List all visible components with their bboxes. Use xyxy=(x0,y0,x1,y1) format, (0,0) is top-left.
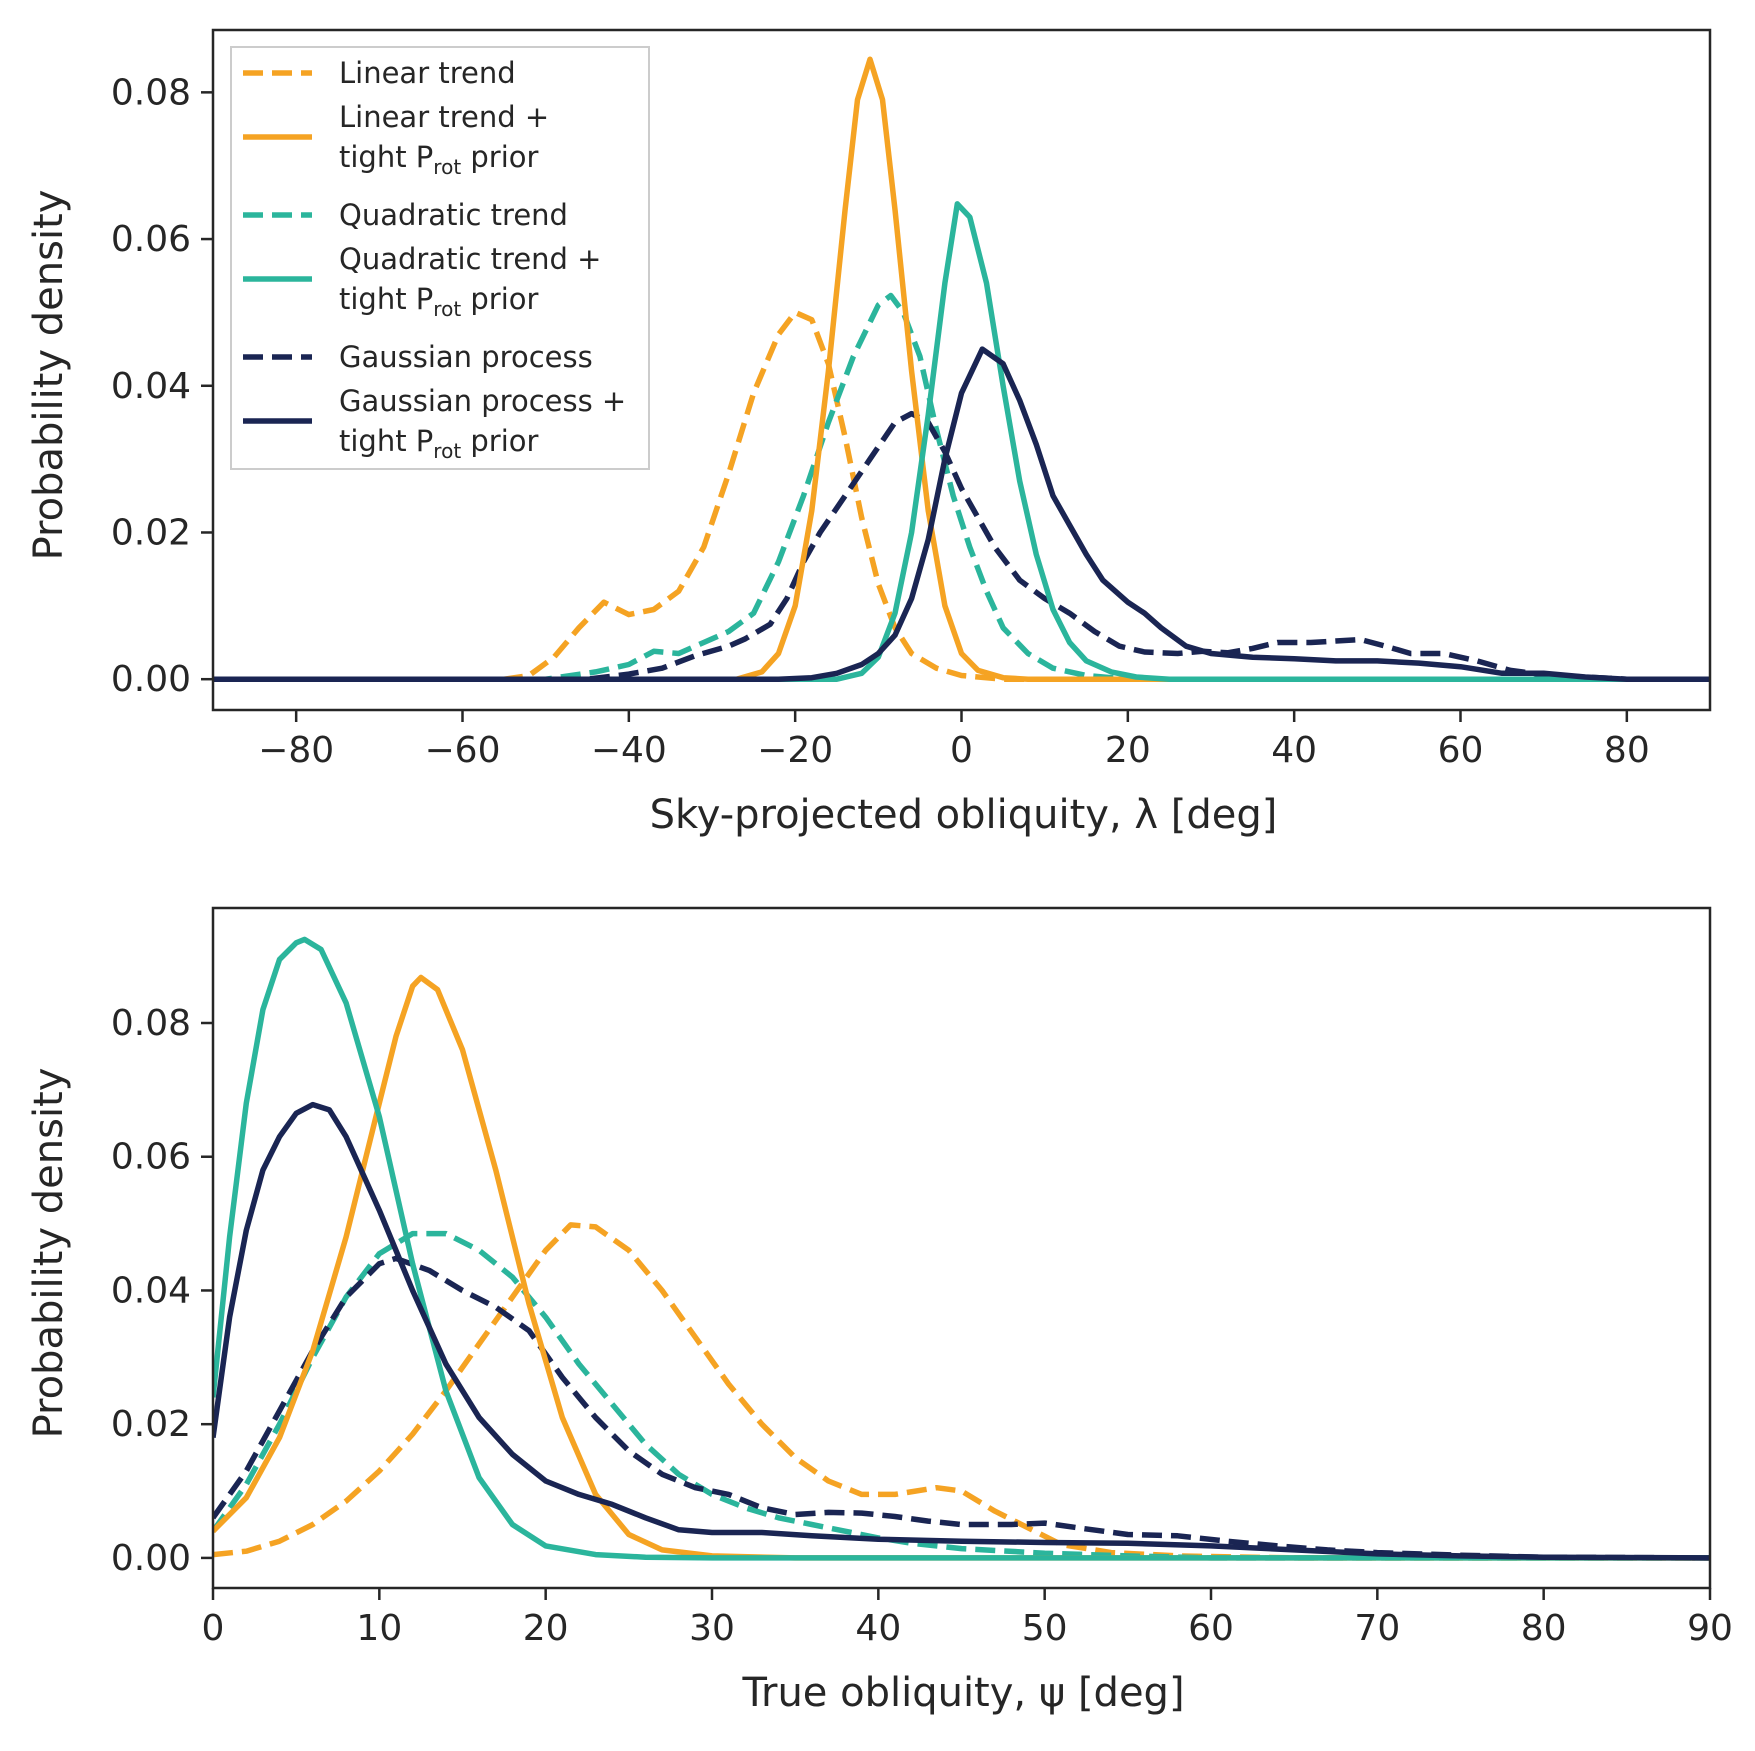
x-tick-label: 90 xyxy=(1687,1608,1733,1649)
series-group xyxy=(213,936,1710,1561)
y-tick-label: 0.00 xyxy=(111,659,191,700)
x-tick-label: 40 xyxy=(1271,730,1317,771)
chart-panel-2: 0 10 20 30 40 50 60 70 80 90 0.00 0.02 0.04 0.06 0.08 T… xyxy=(26,906,1733,1716)
x-tick-label: 60 xyxy=(1438,730,1484,771)
series-line-6-solid xyxy=(213,346,1710,682)
x-tick-label: 30 xyxy=(689,1608,735,1649)
legend-entry-1: Linear trend xyxy=(243,56,516,90)
y-tick-label: 0.08 xyxy=(111,72,191,113)
x-tick-label: −20 xyxy=(757,730,833,771)
series-line-2-dashed xyxy=(213,1230,1710,1561)
x-tick-label: 20 xyxy=(523,1608,569,1649)
y-tick-label: 0.00 xyxy=(111,1538,191,1579)
legend-entry-6: Gaussian process + tight Prot prior xyxy=(243,384,626,463)
x-tick-label: 80 xyxy=(1604,730,1650,771)
x-tick-label: 40 xyxy=(855,1608,901,1649)
legend-label: tight Prot prior xyxy=(339,424,539,463)
y-tick-label: 0.04 xyxy=(111,1270,191,1311)
series-line-4-solid xyxy=(213,56,1710,682)
series-line-6-solid xyxy=(213,1101,1710,1561)
x-tick-label: −40 xyxy=(591,730,667,771)
series-line-3-dashed xyxy=(213,1255,1710,1561)
x-tick-label: −80 xyxy=(258,730,334,771)
chart-panel-1: −80 −60 −40 −20 0 20 40 60 80 0.00 0.02 0.04 0.06 0.0… xyxy=(26,28,1712,838)
y-tick-label: 0.04 xyxy=(111,366,191,407)
x-tick-label: 50 xyxy=(1022,1608,1068,1649)
legend-box xyxy=(230,46,650,470)
y-tick-label: 0.08 xyxy=(111,1003,191,1044)
legend: Linear trend Linear trend + tight Prot pri… xyxy=(230,46,650,470)
x-tick-label: 80 xyxy=(1521,1608,1567,1649)
x-tick-label: 60 xyxy=(1188,1608,1234,1649)
x-tick-label: 0 xyxy=(950,730,973,771)
legend-label: Quadratic trend xyxy=(339,198,568,232)
x-tick-label: 0 xyxy=(202,1608,225,1649)
legend-label: Linear trend xyxy=(339,56,516,90)
legend-entry-2: Linear trend + tight Prot prior xyxy=(243,100,549,179)
y-axis-title: Probability density xyxy=(26,1068,72,1439)
x-axis-title: True obliquity, ψ [deg] xyxy=(741,1670,1184,1716)
series-line-1-dashed xyxy=(213,309,1710,682)
legend-label: Gaussian process + xyxy=(339,384,626,418)
legend-entry-3: Quadratic trend xyxy=(243,198,568,232)
legend-label: Gaussian process xyxy=(339,340,593,374)
series-line-4-solid xyxy=(213,974,1710,1561)
legend-entry-5: Gaussian process xyxy=(243,340,593,374)
legend-label: tight Prot prior xyxy=(339,140,539,179)
series-line-1-dashed xyxy=(213,1222,1710,1561)
series-line-2-dashed xyxy=(213,292,1710,682)
series-line-5-solid xyxy=(213,936,1710,1561)
legend-label: Quadratic trend + xyxy=(339,242,601,276)
x-axis-title: Sky-projected obliquity, λ [deg] xyxy=(650,792,1278,838)
series-group xyxy=(213,56,1710,682)
legend-entry-4: Quadratic trend + tight Prot prior xyxy=(243,242,601,321)
x-tick-label: 20 xyxy=(1105,730,1151,771)
y-tick-label: 0.06 xyxy=(111,219,191,260)
y-tick-label: 0.02 xyxy=(111,1404,191,1445)
legend-label: tight Prot prior xyxy=(339,282,539,321)
y-tick-label: 0.02 xyxy=(111,512,191,553)
x-tick-label: 70 xyxy=(1354,1608,1400,1649)
x-tick-label: −60 xyxy=(425,730,501,771)
y-axis-title: Probability density xyxy=(26,190,72,561)
axes-frame xyxy=(211,906,1712,1590)
series-line-5-solid xyxy=(213,201,1710,682)
y-tick-label: 0.06 xyxy=(111,1137,191,1178)
x-tick-label: 10 xyxy=(356,1608,402,1649)
series-line-3-dashed xyxy=(213,410,1710,682)
legend-label: Linear trend + xyxy=(339,100,549,134)
